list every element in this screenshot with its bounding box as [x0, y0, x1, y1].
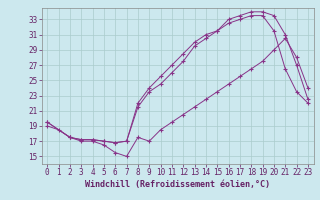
X-axis label: Windchill (Refroidissement éolien,°C): Windchill (Refroidissement éolien,°C) — [85, 180, 270, 189]
